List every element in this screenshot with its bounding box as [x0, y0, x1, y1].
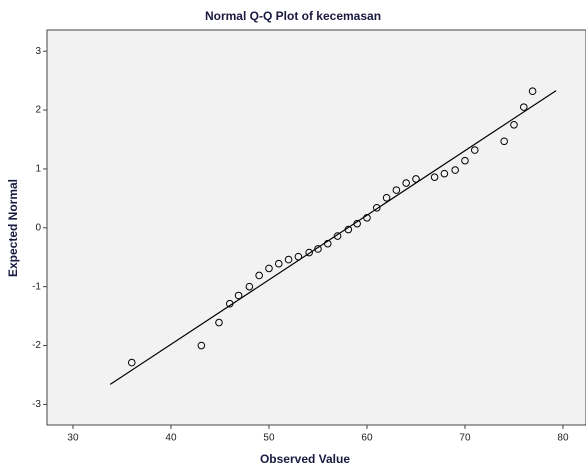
point	[284, 255, 293, 264]
x-tick-label: 40	[165, 433, 177, 444]
point	[314, 245, 322, 253]
point	[402, 179, 410, 187]
point	[470, 146, 479, 154]
point	[519, 103, 528, 111]
x-tick-label: 60	[361, 433, 373, 444]
x-tick-label: 70	[459, 433, 471, 444]
chart-title: Normal Q-Q Plot of kecemasan	[205, 9, 381, 23]
y-tick-label: -3	[32, 399, 41, 410]
point	[215, 318, 223, 327]
point	[197, 341, 206, 350]
point	[265, 264, 273, 273]
point	[255, 271, 263, 280]
point	[323, 239, 332, 248]
x-tick-label: 80	[557, 433, 569, 444]
point	[392, 186, 401, 194]
y-tick-label: -2	[32, 340, 41, 351]
point	[245, 282, 254, 291]
plot-area	[46, 29, 586, 426]
point	[333, 232, 342, 240]
point	[500, 137, 508, 146]
point	[451, 166, 459, 174]
point	[461, 156, 469, 165]
x-tick-label: 50	[263, 433, 275, 444]
y-tick-label: 0	[35, 222, 41, 233]
point	[234, 291, 243, 300]
point	[225, 299, 234, 308]
x-tick-label: 30	[67, 433, 79, 444]
y-tick-label: -1	[32, 281, 41, 292]
point	[363, 213, 371, 222]
point	[528, 87, 537, 96]
point	[305, 248, 313, 257]
point	[382, 193, 391, 202]
point	[430, 173, 439, 181]
point	[440, 169, 449, 178]
point	[127, 358, 136, 367]
point	[412, 175, 420, 183]
point	[294, 252, 303, 261]
point	[274, 259, 283, 268]
x-axis-label: Observed Value	[260, 452, 350, 466]
reference-line	[109, 90, 557, 385]
y-axis-label: Expected Normal	[6, 179, 20, 277]
point	[353, 219, 361, 228]
y-tick-label: 1	[35, 164, 41, 175]
y-tick-label: 2	[35, 105, 41, 116]
point	[372, 203, 381, 212]
y-tick-label: 3	[35, 46, 41, 57]
point	[344, 225, 353, 234]
point	[510, 120, 518, 129]
